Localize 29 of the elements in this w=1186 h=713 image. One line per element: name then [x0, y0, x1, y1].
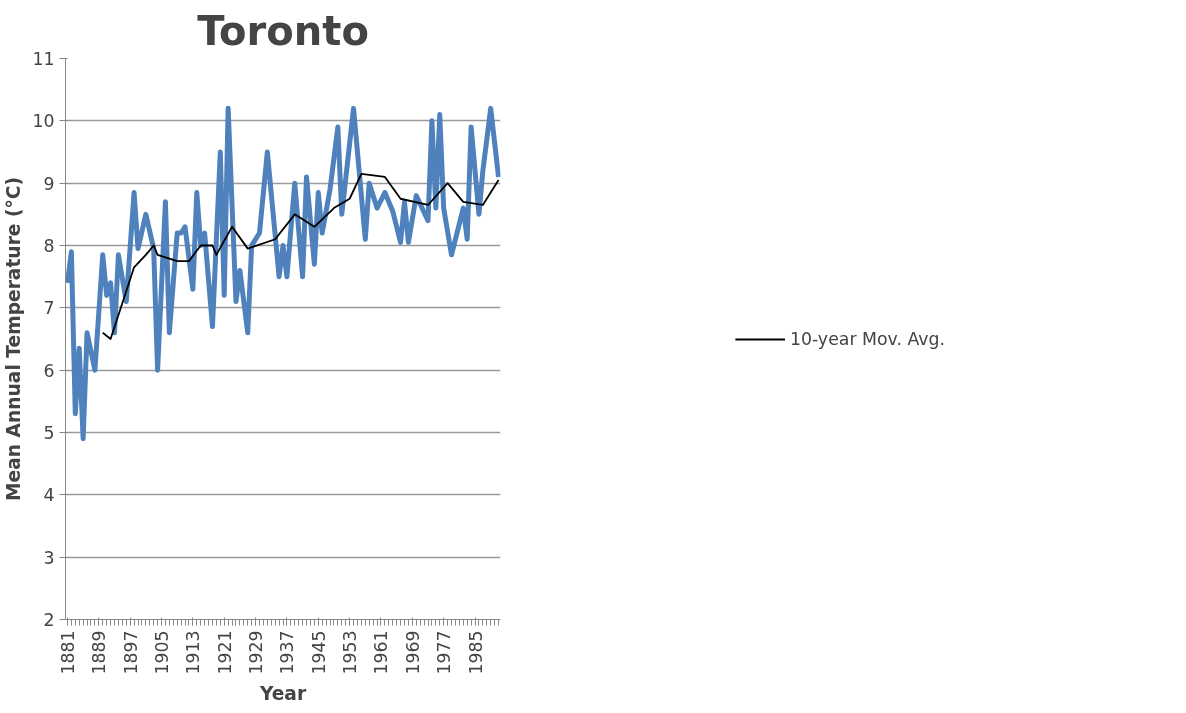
x-tick-label: 1905: [152, 630, 173, 675]
x-tick-label: 1945: [308, 630, 329, 675]
x-tick-label: 1921: [214, 630, 235, 675]
legend-label: 10-year Mov. Avg.: [789, 328, 946, 349]
x-tick-label: 1929: [246, 630, 267, 675]
y-tick-label: 2: [43, 610, 55, 630]
x-tick-label: 1937: [277, 630, 298, 675]
y-tick-label: 9: [43, 173, 55, 194]
x-tick-label: 1961: [371, 630, 392, 675]
x-tick-label: 1953: [340, 630, 361, 675]
y-tick-label: 6: [43, 360, 55, 381]
x-tick-label: 1913: [183, 630, 204, 675]
x-axis-title: Year: [258, 682, 307, 704]
x-tick-label: 1881: [57, 630, 78, 675]
y-tick-label: 4: [43, 485, 55, 506]
y-axis-title: Mean Annual Temperature (°C): [3, 176, 25, 502]
y-tick-label: 7: [43, 298, 55, 319]
chart-title: Toronto: [197, 7, 369, 54]
y-tick-label: 10: [32, 111, 55, 132]
y-tick-label: 11: [32, 49, 55, 69]
x-tick-label: 1897: [120, 630, 141, 675]
x-tick-label: 1985: [465, 630, 486, 675]
y-tick-label: 5: [43, 423, 55, 443]
line-series: [101, 172, 500, 340]
x-tick-label: 1969: [402, 630, 423, 675]
y-tick-label: 3: [43, 547, 55, 568]
x-tick-label: 1889: [89, 630, 110, 675]
y-tick-label: 8: [43, 236, 55, 256]
x-tick-label: 1977: [434, 630, 455, 675]
